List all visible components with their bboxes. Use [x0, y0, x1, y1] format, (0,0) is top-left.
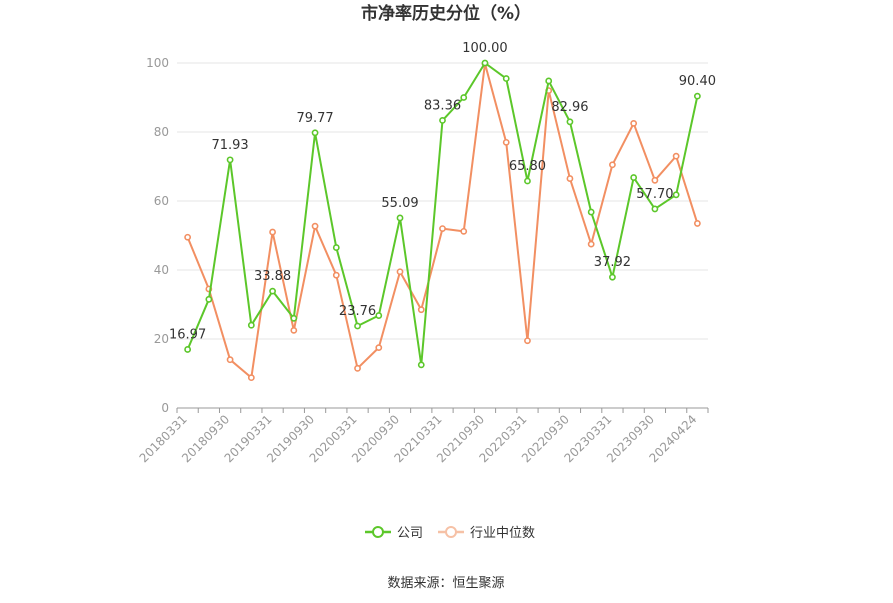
data-label: 83.36: [424, 98, 461, 113]
data-point: [311, 129, 319, 137]
data-label: 33.88: [254, 269, 291, 284]
data-point: [609, 273, 616, 281]
gridlines: [177, 62, 708, 340]
legend-label-1: 行业中位数: [470, 526, 535, 541]
data-point: [226, 356, 234, 364]
y-tick-label: 100: [146, 56, 169, 70]
data-label: 16.97: [169, 327, 206, 342]
y-tick-label: 20: [154, 332, 169, 346]
data-label: 100.00: [462, 41, 508, 56]
source-note: 数据来源：恒生聚源: [387, 576, 504, 591]
data-point: [672, 152, 680, 160]
data-label: 65.80: [509, 159, 546, 174]
data-point: [226, 156, 234, 164]
data-point: [672, 191, 680, 199]
data-point: [630, 119, 638, 127]
data-point: [354, 364, 361, 372]
legend-label-0: 公司: [397, 526, 423, 541]
data-point: [247, 321, 255, 329]
data-point: [439, 225, 446, 232]
data-label: 71.93: [211, 138, 248, 153]
data-point: [375, 312, 383, 319]
data-point: [354, 322, 361, 330]
data-point: [205, 295, 213, 303]
data-label: 90.40: [679, 74, 716, 89]
data-point: [502, 75, 510, 82]
data-point: [460, 227, 468, 235]
data-point: [184, 346, 192, 353]
data-point: [290, 326, 298, 334]
data-point: [269, 287, 276, 295]
data-point: [481, 59, 489, 67]
y-tick-label: 0: [161, 401, 169, 415]
data-point: [269, 228, 276, 236]
data-point: [502, 138, 510, 146]
data-point: [247, 374, 255, 382]
data-label: 37.92: [594, 255, 631, 270]
data-point: [587, 208, 595, 216]
legend: 公司 行业中位数: [365, 526, 535, 541]
data-point: [524, 177, 531, 185]
legend-marker-0: [372, 526, 384, 538]
data-point: [630, 174, 638, 181]
data-point: [332, 244, 340, 251]
series-layer: [184, 59, 701, 382]
y-tick-label: 60: [154, 194, 169, 208]
x-axis: 2018033120180930201903312019093020200331…: [137, 407, 709, 465]
data-point: [545, 77, 553, 85]
y-tick-label: 40: [154, 263, 169, 277]
data-point: [651, 205, 659, 213]
data-point: [566, 118, 574, 126]
data-label: 55.09: [381, 196, 418, 211]
data-point: [184, 233, 192, 241]
data-point: [693, 220, 701, 227]
data-label: 82.96: [551, 100, 588, 115]
data-point: [417, 306, 425, 314]
data-point: [460, 94, 468, 101]
data-point: [609, 161, 616, 169]
data-point: [566, 175, 574, 182]
y-tick-label: 80: [154, 125, 169, 139]
chart-title: 市净率历史分位（%）: [361, 3, 531, 24]
data-point: [375, 344, 383, 352]
data-point: [693, 92, 701, 100]
data-labels: 16.97 71.93 33.88 79.77 23.76 55.09 83.36 100.0…: [169, 41, 716, 342]
data-point: [417, 361, 425, 369]
data-point: [396, 268, 404, 276]
data-label: 57.70: [636, 187, 673, 202]
data-label: 23.76: [339, 304, 376, 319]
y-axis: 0 20 40 60 80 100: [146, 56, 169, 415]
data-point: [651, 176, 659, 184]
data-point: [587, 240, 595, 248]
data-point: [524, 337, 531, 345]
data-point: [311, 222, 319, 230]
data-point: [396, 214, 404, 222]
data-point: [290, 314, 298, 322]
data-label: 79.77: [296, 111, 333, 126]
data-point: [332, 271, 340, 279]
data-point: [439, 117, 446, 124]
legend-marker-1: [445, 526, 457, 538]
